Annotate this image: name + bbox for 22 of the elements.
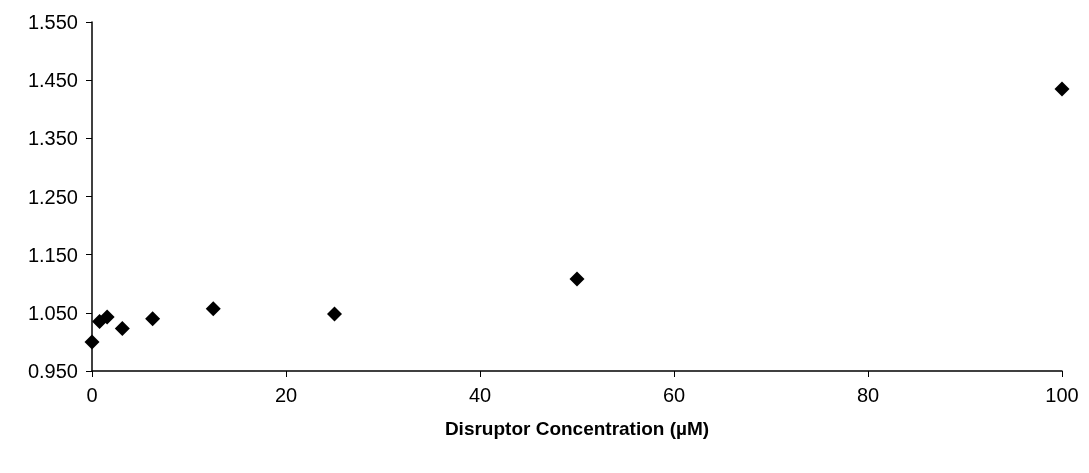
point (114, 321, 130, 337)
y-tick-label: 1.250 (27, 185, 78, 208)
x-tick-label: 80 (856, 384, 880, 406)
point (99, 309, 115, 325)
y-tick-label: 1.450 (27, 69, 78, 92)
x-tick-label: 40 (468, 384, 492, 406)
point (1054, 81, 1070, 97)
x-tick-label: 100 (1045, 384, 1079, 406)
x-tick-label: 20 (274, 384, 298, 406)
point (327, 306, 342, 322)
x-tick-label: 60 (662, 384, 686, 406)
point (205, 301, 221, 317)
y-tick-label: 0.950 (27, 360, 78, 382)
y-tick-label: 1.050 (27, 301, 78, 324)
x-axis-title: Disruptor Concentration (µM) (444, 418, 710, 439)
y-tick-label: 1.550 (27, 11, 78, 33)
point (84, 334, 100, 350)
x-tick-label: 0 (86, 384, 98, 406)
y-tick-label: 1.350 (27, 127, 78, 150)
y-tick-label: 1.150 (27, 243, 78, 266)
point (569, 271, 585, 287)
point (145, 311, 161, 327)
